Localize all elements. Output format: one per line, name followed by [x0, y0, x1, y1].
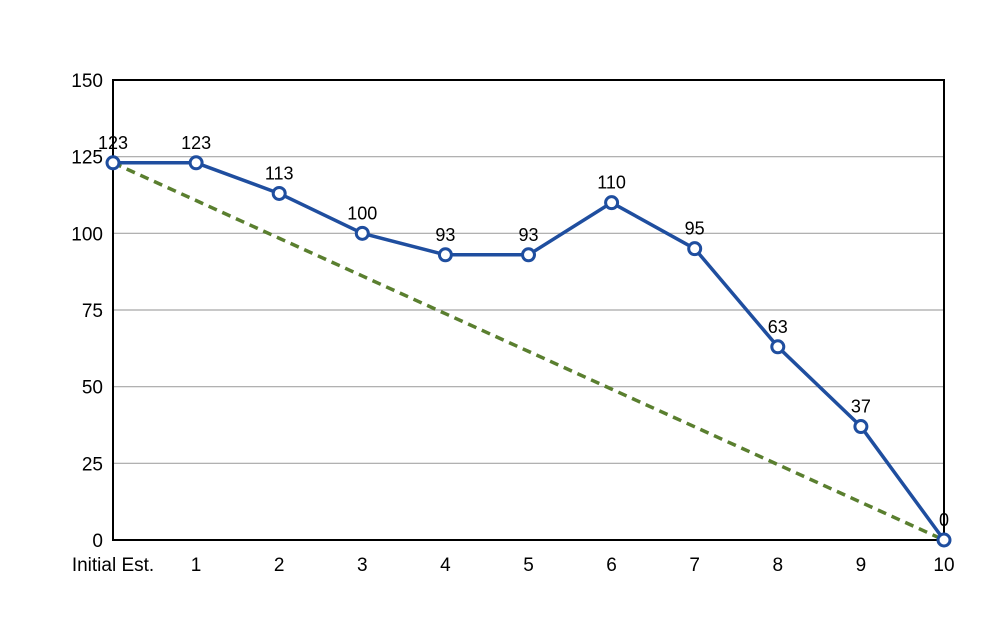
x-tick-label: 3: [357, 555, 368, 576]
data-label: 93: [518, 225, 538, 245]
x-tick-label: 6: [606, 555, 617, 576]
y-tick-label: 50: [82, 378, 103, 399]
data-label: 113: [265, 163, 294, 183]
x-tick-label: 7: [689, 555, 700, 576]
x-tick-label: 1: [191, 555, 202, 576]
y-tick-label: 0: [92, 531, 103, 552]
x-tick-label: Initial Est.: [72, 555, 154, 576]
data-point: [437, 247, 453, 263]
plot-frame: [112, 79, 945, 541]
data-label: 123: [181, 133, 211, 153]
data-label: 123: [98, 133, 128, 153]
data-point: [770, 339, 786, 355]
series-lines: [112, 161, 946, 542]
y-tick-label: 150: [71, 71, 103, 92]
data-label: 63: [768, 317, 788, 337]
x-tick-label: 10: [933, 555, 954, 576]
data-point: [188, 155, 204, 171]
data-label: 37: [851, 397, 871, 417]
data-point: [105, 155, 121, 171]
data-point: [604, 195, 620, 211]
data-label: 100: [347, 203, 377, 223]
axes: [112, 79, 945, 541]
series-markers: [105, 155, 952, 548]
data-point: [687, 241, 703, 257]
data-label: 110: [597, 173, 626, 193]
y-tick-label: 125: [71, 148, 103, 169]
x-tick-label: 9: [856, 555, 867, 576]
x-tick-label: 5: [523, 555, 534, 576]
y-tick-label: 75: [82, 301, 103, 322]
data-point: [853, 419, 869, 435]
data-label: 95: [685, 219, 705, 239]
data-point: [521, 247, 536, 263]
data-point: [936, 532, 952, 548]
data-label: 93: [435, 225, 455, 245]
x-tick-label: 4: [440, 555, 451, 576]
grid-lines: [113, 156, 944, 464]
y-tick-labels: 0 25 50 75 100 125 150: [71, 71, 103, 552]
x-tick-labels: Initial Est. 1 2 3 4 5 6 7 8 9 10: [72, 555, 955, 576]
data-label: 0: [939, 510, 949, 530]
data-point: [354, 225, 370, 241]
x-tick-label: 2: [274, 555, 285, 576]
ideal-trend-line: [112, 161, 945, 542]
y-tick-label: 25: [82, 454, 103, 475]
data-point: [271, 185, 287, 201]
x-tick-label: 8: [773, 555, 784, 576]
y-tick-label: 100: [71, 224, 103, 245]
data-labels: 123 123 113 100 93 93 110 95 63 37 0: [98, 133, 949, 530]
